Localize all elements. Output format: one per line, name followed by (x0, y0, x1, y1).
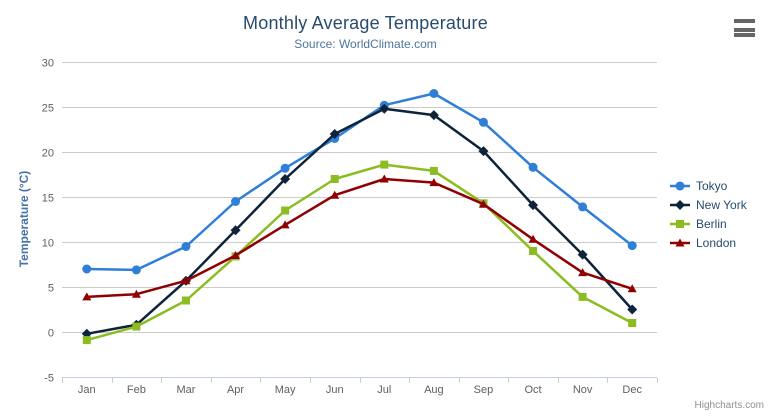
square-marker-icon[interactable] (132, 322, 141, 331)
legend-label: London (696, 235, 737, 250)
circle-marker-icon[interactable] (82, 264, 92, 274)
triangle-marker-icon[interactable] (330, 190, 340, 199)
hamburger-icon (734, 19, 755, 37)
y-axis-label: 0 (48, 328, 54, 340)
y-axis-label: 30 (42, 58, 54, 70)
y-axis-label: 5 (48, 283, 54, 295)
triangle-marker-icon[interactable] (528, 234, 538, 243)
square-marker-icon[interactable] (628, 319, 637, 327)
triangle-marker-icon[interactable] (82, 292, 92, 301)
diamond-marker-icon[interactable] (528, 200, 539, 211)
y-axis-label: 10 (42, 238, 54, 250)
diamond-marker-icon (670, 199, 690, 210)
circle-marker-icon[interactable] (181, 242, 191, 251)
x-axis-label: Mar (176, 384, 195, 396)
triangle-marker-icon[interactable] (478, 199, 488, 208)
triangle-marker-icon[interactable] (131, 289, 141, 298)
diamond-marker-icon[interactable] (329, 129, 340, 139)
series-tokyo[interactable] (82, 89, 637, 275)
x-axis-label: Sep (474, 384, 494, 396)
diamond-marker-icon[interactable] (428, 110, 439, 121)
x-axis-label: Feb (127, 384, 146, 396)
square-marker-icon[interactable] (676, 219, 684, 228)
triangle-marker-icon[interactable] (627, 284, 637, 293)
circle-marker-icon[interactable] (231, 197, 241, 206)
diamond-marker-icon[interactable] (379, 103, 390, 114)
legend: Tokyo New York Berlin London (669, 176, 747, 252)
triangle-marker-icon[interactable] (429, 178, 439, 187)
chart-title: Monthly Average Temperature (243, 13, 488, 33)
square-marker-icon[interactable] (429, 166, 438, 175)
circle-marker-icon[interactable] (627, 241, 637, 251)
legend-item-tokyo[interactable]: Tokyo (669, 176, 747, 195)
diamond-marker-icon[interactable] (627, 304, 638, 315)
x-axis-label: Nov (573, 384, 593, 396)
legend-item-berlin[interactable]: Berlin (669, 214, 747, 233)
circle-marker-icon[interactable] (131, 265, 141, 275)
x-axis-label: Oct (524, 384, 541, 396)
square-marker-icon[interactable] (330, 175, 339, 183)
series-line[interactable] (85, 92, 634, 272)
circle-marker-icon[interactable] (280, 163, 290, 173)
y-axis-label: 20 (42, 148, 54, 160)
x-axis-label: Dec (622, 384, 642, 396)
x-axis-label: Jan (78, 384, 96, 396)
triangle-marker-icon (670, 238, 690, 246)
circle-marker-icon[interactable] (429, 89, 439, 98)
x-axis-label: Aug (424, 384, 444, 396)
legend-item-new-york[interactable]: New York (669, 195, 747, 214)
legend-item-london[interactable]: London (669, 233, 747, 252)
legend-label: Berlin (696, 216, 727, 231)
x-axis-label: Jul (377, 384, 391, 396)
highcharts-credit[interactable]: Highcharts.com (694, 400, 764, 411)
circle-marker-icon[interactable] (528, 162, 538, 172)
triangle-marker-icon[interactable] (675, 238, 685, 246)
legend-label: New York (696, 197, 747, 212)
series-line[interactable] (85, 163, 634, 342)
square-marker-icon[interactable] (380, 160, 389, 169)
triangle-marker-icon[interactable] (280, 220, 290, 229)
series-line[interactable] (85, 177, 634, 299)
series-new-york[interactable] (81, 103, 638, 339)
context-menu-button[interactable] (731, 15, 759, 39)
series-line[interactable] (85, 107, 634, 336)
circle-marker-icon[interactable] (675, 181, 685, 190)
diamond-marker-icon[interactable] (280, 174, 291, 184)
triangle-marker-icon[interactable] (379, 174, 389, 183)
triangle-marker-icon[interactable] (181, 276, 191, 285)
x-axis-label: May (275, 384, 296, 396)
y-axis-label: 25 (42, 103, 54, 115)
circle-marker-icon[interactable] (578, 202, 588, 212)
x-axis-label: Apr (227, 384, 244, 396)
legend-label: Tokyo (696, 178, 728, 193)
circle-marker-icon (670, 181, 690, 190)
triangle-marker-icon[interactable] (231, 251, 241, 259)
diamond-marker-icon[interactable] (230, 225, 241, 236)
chart-subtitle: Source: WorldClimate.com (294, 37, 437, 51)
y-axis-label: -5 (44, 373, 54, 385)
diamond-marker-icon[interactable] (577, 249, 588, 260)
series-london[interactable] (82, 174, 637, 301)
square-marker-icon (670, 219, 690, 228)
square-marker-icon[interactable] (281, 206, 290, 215)
circle-marker-icon[interactable] (478, 117, 488, 127)
square-marker-icon[interactable] (578, 292, 587, 301)
x-axis-label: Jun (326, 384, 344, 396)
square-marker-icon[interactable] (181, 296, 190, 305)
diamond-marker-icon[interactable] (675, 199, 685, 210)
diamond-marker-icon[interactable] (478, 146, 489, 157)
triangle-marker-icon[interactable] (578, 268, 588, 277)
square-marker-icon[interactable] (529, 247, 538, 255)
y-axis-label: 15 (42, 193, 54, 205)
square-marker-icon[interactable] (82, 336, 91, 345)
